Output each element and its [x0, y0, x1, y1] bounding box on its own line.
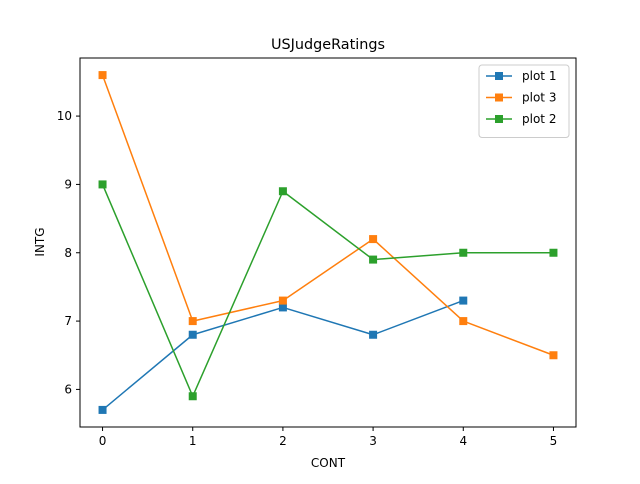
data-point: [459, 296, 468, 305]
chart-title: USJudgeRatings: [271, 37, 385, 53]
x-tick-label: 0: [99, 434, 107, 448]
series-line: [101, 74, 554, 356]
data-point: [549, 248, 558, 257]
data-point: [369, 235, 378, 244]
y-tick-label: 7: [64, 314, 72, 328]
legend-marker: [495, 72, 503, 80]
data-point: [278, 187, 287, 196]
data-point: [459, 248, 468, 257]
x-axis-label: CONT: [311, 456, 346, 470]
plot-frame: [79, 57, 577, 428]
y-tick-label: 10: [57, 109, 72, 123]
legend-label: plot 1: [522, 69, 556, 83]
legend-marker: [495, 115, 503, 123]
legend-label: plot 2: [522, 112, 556, 126]
data-point: [98, 180, 107, 189]
data-point: [188, 317, 197, 326]
data-point: [549, 351, 558, 360]
data-point: [459, 317, 468, 326]
y-axis-label: INTG: [33, 227, 47, 256]
x-tick-label: 5: [550, 434, 558, 448]
data-point: [278, 303, 287, 312]
y-tick-label: 9: [64, 177, 72, 191]
x-tick-label: 3: [369, 434, 377, 448]
axes-layer: 0 1 2 3 4 5 6 7 8 9 10: [57, 57, 577, 448]
y-tick-label: 8: [64, 246, 72, 260]
data-point: [98, 405, 107, 414]
data-point: [188, 392, 197, 401]
legend-marker: [495, 93, 503, 102]
data-point: [369, 330, 378, 339]
data-point: [278, 296, 287, 305]
x-tick-label: 4: [459, 434, 467, 448]
legend-label: plot 3: [522, 91, 556, 105]
data-point: [369, 255, 378, 264]
x-tick-label: 2: [279, 434, 287, 448]
x-tick-label: 1: [189, 434, 197, 448]
y-tick-label: 6: [64, 382, 72, 396]
series-layer: [98, 71, 558, 414]
series-line: [101, 184, 554, 397]
data-point: [98, 71, 107, 80]
data-point: [188, 330, 197, 339]
legend: plot 1 plot 3 plot 2: [478, 64, 570, 138]
